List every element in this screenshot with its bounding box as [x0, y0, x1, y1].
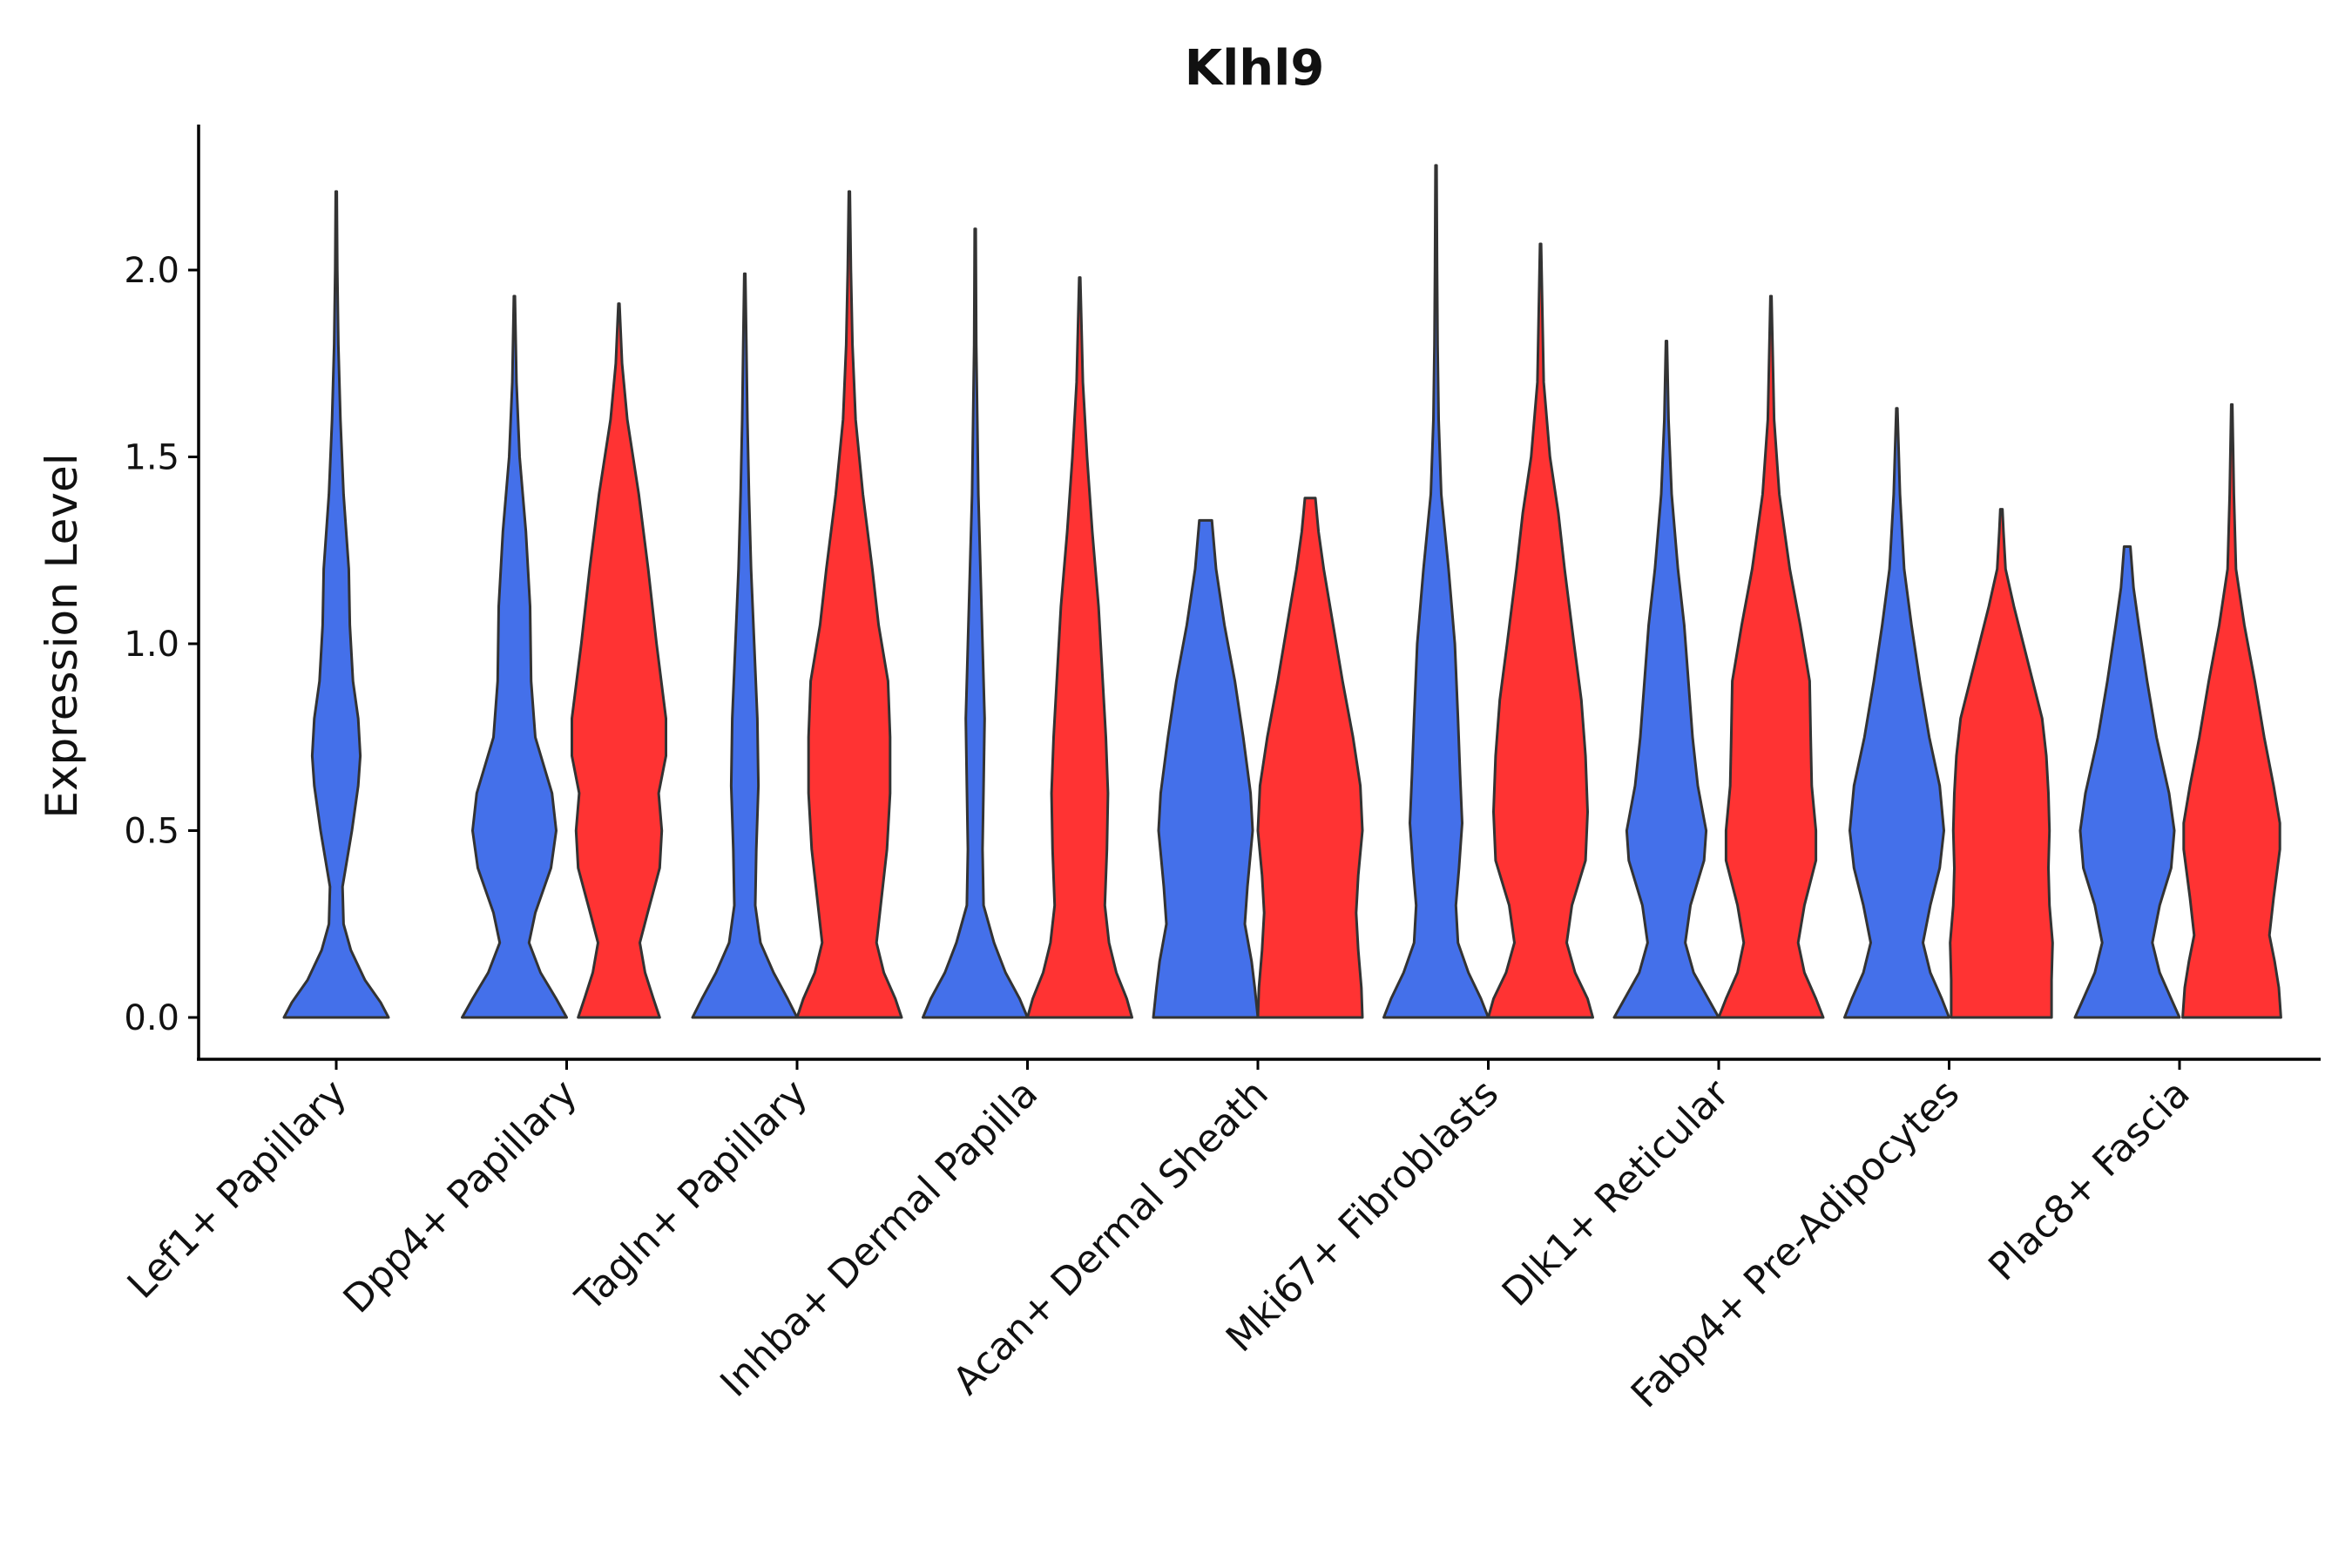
violin-group1-8 [2073, 545, 2181, 1019]
violin-group2-3 [1026, 276, 1133, 1019]
y-tick-label: 0.0 [124, 998, 179, 1038]
violin-group2-5 [1487, 242, 1594, 1019]
x-category-label: Plac8+ Fascia [1980, 1071, 2199, 1290]
y-tick-label: 2.0 [124, 251, 179, 291]
violin-group1-3 [922, 227, 1029, 1019]
violin-group2-1 [571, 302, 667, 1019]
x-category-label: Dlk1+ Reticular [1494, 1071, 1739, 1315]
violin-group2-4 [1256, 497, 1364, 1019]
violin-group1-7 [1843, 407, 1950, 1019]
y-tick-label: 1.5 [124, 438, 179, 478]
x-category-label: Lef1+ Papillary [119, 1071, 355, 1308]
violin-group1-2 [691, 272, 799, 1019]
violin-group1-0 [282, 190, 390, 1019]
y-axis-ticks: 0.0 0.5 1.0 1.5 2.0 [124, 251, 199, 1038]
violin-group2-2 [795, 190, 903, 1019]
violin-group1-1 [461, 294, 568, 1019]
violin-layer [282, 164, 2282, 1019]
violin-group1-5 [1382, 164, 1490, 1019]
violin-group2-7 [1949, 508, 2054, 1019]
violin-group2-8 [2181, 402, 2282, 1019]
chart-title: Klhl9 [1185, 40, 1325, 97]
violin-group2-6 [1717, 294, 1825, 1019]
violin-group1-4 [1152, 518, 1260, 1019]
y-axis-label: Expression Level [37, 453, 87, 818]
violin-group1-6 [1612, 340, 1720, 1019]
y-tick-label: 0.5 [124, 812, 179, 852]
x-category-label: Dpp4+ Papillary [335, 1071, 586, 1322]
y-tick-label: 1.0 [124, 625, 179, 665]
x-category-label: Tagln+ Papillary [567, 1071, 816, 1321]
